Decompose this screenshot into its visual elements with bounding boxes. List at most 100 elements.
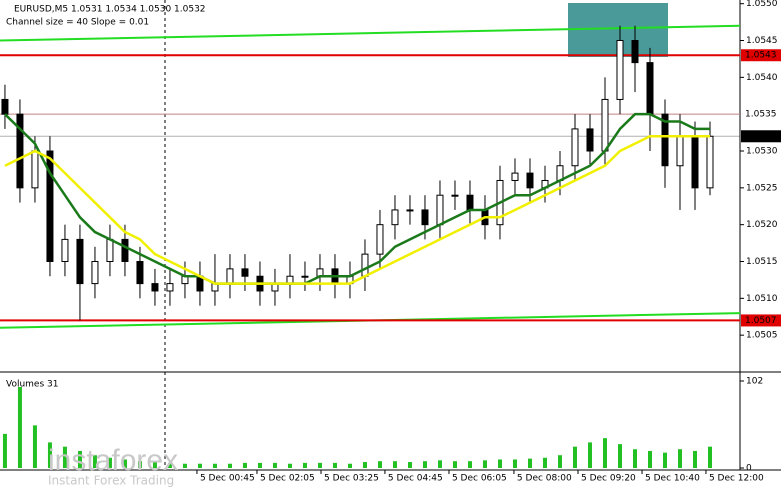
y-tick-label: 1.0550 (746, 0, 778, 9)
candle-body (166, 283, 174, 292)
candle-body (106, 238, 114, 263)
candle-body (91, 261, 99, 285)
y-tick-label: 1.0510 (746, 294, 778, 304)
candle-body (76, 238, 84, 285)
candle-body (121, 238, 129, 263)
chart-subtitle: Channel size = 40 Slope = 0.01 (6, 18, 149, 28)
candle-body (631, 40, 639, 64)
volume-bar (452, 461, 457, 468)
volume-bar (527, 458, 532, 468)
level-tag (741, 130, 781, 143)
candle-body (601, 98, 609, 152)
volume-bar (302, 462, 307, 468)
y-tick-label: 1.0525 (746, 183, 778, 193)
x-tick-label: 5 Dec 00:45 (200, 474, 255, 484)
level-label: 1.0507 (745, 316, 777, 326)
candle-body (661, 113, 669, 167)
volume-title: Volumes 31 (6, 380, 58, 390)
volume-bar (617, 444, 622, 468)
volume-bar (707, 446, 712, 468)
volume-bar (512, 459, 517, 468)
volume-bar (47, 442, 52, 468)
x-tick-label: 5 Dec 06:05 (452, 474, 507, 484)
volume-bar (92, 455, 97, 468)
volume-bar (287, 463, 292, 468)
volume-bar (77, 450, 82, 468)
candle-body (586, 128, 594, 152)
volume-bar (137, 461, 142, 468)
volume-bar (497, 459, 502, 468)
volume-bar (152, 461, 157, 468)
candle-body (151, 283, 159, 292)
volume-bar (482, 460, 487, 468)
candle-body (376, 224, 384, 255)
y-tick-label: 1.0540 (746, 73, 778, 83)
chart-title: EURUSD,M5 1.0531 1.0534 1.0530 1.0532 (14, 5, 206, 15)
volume-bar (197, 463, 202, 468)
level-label: 1.0543 (745, 51, 777, 61)
candle-body (616, 40, 624, 100)
candle-body (691, 135, 699, 189)
level-tag (741, 49, 781, 62)
candle-body (16, 113, 24, 189)
level-tag (741, 108, 781, 121)
candle-body (706, 135, 714, 189)
volume-bar (392, 461, 397, 468)
candle-body (301, 275, 309, 278)
moving-average (4, 112, 710, 285)
y-tick-label: 1.0545 (746, 36, 778, 46)
volume-bar (2, 433, 7, 468)
x-tick-label: 5 Dec 08:00 (517, 474, 572, 484)
volume-bar (242, 462, 247, 468)
volume-bar (407, 462, 412, 468)
volume-bar (317, 462, 322, 468)
channel-line (0, 24, 741, 42)
volume-bar (257, 462, 262, 468)
volume-bar (17, 386, 22, 468)
volume-bar (662, 452, 667, 468)
volume-bar (212, 463, 217, 468)
volume-bar (227, 463, 232, 468)
x-tick-label: 5 Dec 03:25 (324, 474, 379, 484)
y-tick-label: 1.0520 (746, 220, 778, 230)
volume-bar (62, 446, 67, 468)
candle-body (676, 135, 684, 167)
volume-bar (692, 450, 697, 468)
volume-bar (377, 461, 382, 468)
candle-body (241, 268, 249, 277)
candle-body (391, 209, 399, 226)
x-tick-label: 5 Dec 09:20 (581, 474, 636, 484)
candle-body (226, 268, 234, 285)
candle-body (1, 98, 9, 115)
volume-bar (362, 462, 367, 468)
volume-bar (587, 442, 592, 468)
x-tick-label: 5 Dec 02:05 (260, 474, 315, 484)
volume-bar (122, 459, 127, 468)
candle-body (466, 194, 474, 211)
y-tick-label: 1.0505 (746, 331, 778, 341)
candle-body (31, 150, 39, 189)
candle-body (571, 128, 579, 167)
volume-bar (602, 438, 607, 468)
candle-body (646, 62, 654, 115)
volume-bar (572, 446, 577, 468)
y2-tick-label: 0 (746, 464, 752, 474)
volume-bar (632, 449, 637, 468)
candle-body (436, 194, 444, 226)
watermark: instaforex (48, 444, 178, 477)
x-tick-label: 5 Dec 04:45 (388, 474, 443, 484)
candle-body (46, 150, 54, 263)
volume-bar (677, 449, 682, 468)
volume-bar (347, 463, 352, 468)
candle-body (451, 194, 459, 197)
y2-tick-label: 102 (746, 377, 763, 387)
candle-body (511, 172, 519, 181)
volume-bar (332, 462, 337, 468)
candle-body (136, 261, 144, 285)
volume-bar (167, 462, 172, 468)
volume-bar (542, 457, 547, 468)
level-label: 1.0535 (745, 110, 777, 120)
